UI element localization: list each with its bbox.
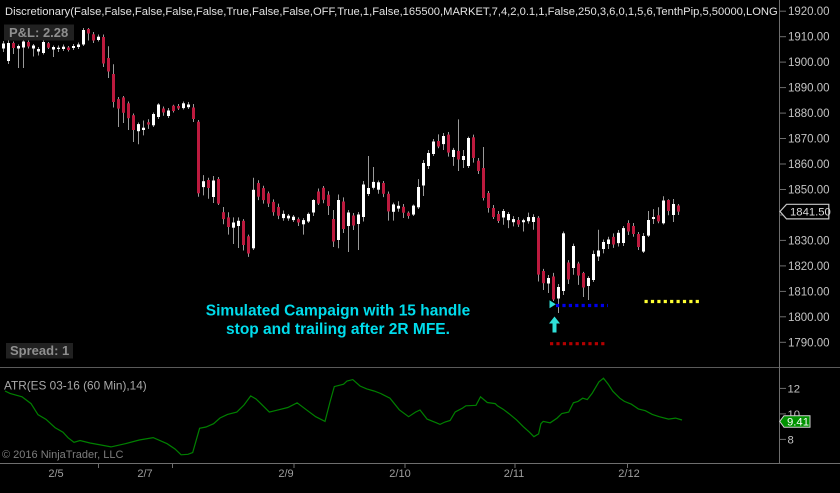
- svg-text:Discretionary(False,False,Fals: Discretionary(False,False,False,False,Fa…: [5, 6, 781, 18]
- svg-text:2/7: 2/7: [137, 468, 152, 480]
- svg-text:© 2016 NinjaTrader, LLC: © 2016 NinjaTrader, LLC: [2, 449, 123, 461]
- svg-text:ATR(ES 03-16 (60 Min),14): ATR(ES 03-16 (60 Min),14): [4, 379, 147, 393]
- svg-text:2/12: 2/12: [618, 468, 639, 480]
- svg-text:1790.00: 1790.00: [788, 337, 830, 349]
- svg-text:1920.00: 1920.00: [788, 6, 830, 18]
- svg-text:1820.00: 1820.00: [788, 261, 830, 273]
- svg-text:stop and trailing after 2R MFE: stop and trailing after 2R MFE.: [226, 321, 450, 338]
- svg-text:2/9: 2/9: [278, 468, 293, 480]
- svg-text:1860.00: 1860.00: [788, 159, 830, 171]
- svg-text:1810.00: 1810.00: [788, 286, 830, 298]
- svg-text:2/11: 2/11: [504, 468, 525, 480]
- svg-text:Spread: 1: Spread: 1: [10, 343, 69, 358]
- svg-text:1800.00: 1800.00: [788, 312, 830, 324]
- svg-text:1890.00: 1890.00: [788, 83, 830, 95]
- svg-text:1910.00: 1910.00: [788, 32, 830, 44]
- svg-text:1870.00: 1870.00: [788, 134, 830, 146]
- svg-text:2/5: 2/5: [48, 468, 63, 480]
- svg-text:1850.00: 1850.00: [788, 185, 830, 197]
- svg-text:1830.00: 1830.00: [788, 235, 830, 247]
- svg-text:Simulated Campaign with 15 han: Simulated Campaign with 15 handle: [206, 303, 471, 320]
- svg-text:1841.50: 1841.50: [790, 207, 831, 219]
- svg-text:1900.00: 1900.00: [788, 57, 830, 69]
- svg-text:8: 8: [788, 434, 794, 446]
- svg-text:12: 12: [788, 383, 801, 395]
- svg-text:2/10: 2/10: [389, 468, 410, 480]
- svg-text:9.41: 9.41: [787, 417, 809, 429]
- svg-text:P&L: 2.28: P&L: 2.28: [9, 25, 68, 40]
- svg-text:1880.00: 1880.00: [788, 108, 830, 120]
